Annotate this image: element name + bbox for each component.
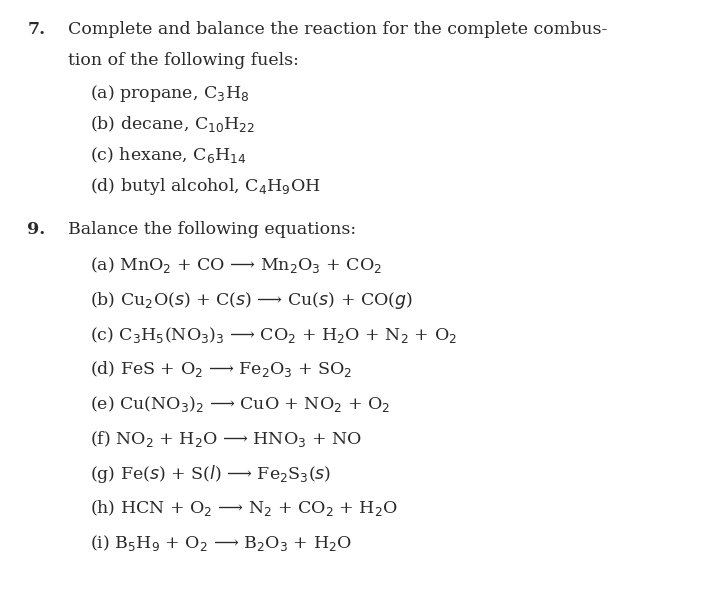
Text: Complete and balance the reaction for the complete combus-: Complete and balance the reaction for th… [68, 21, 607, 38]
Text: tion of the following fuels:: tion of the following fuels: [68, 52, 299, 69]
Text: (h) HCN + O$_2$ ⟶ N$_2$ + CO$_2$ + H$_2$O: (h) HCN + O$_2$ ⟶ N$_2$ + CO$_2$ + H$_2$… [90, 498, 398, 518]
Text: (d) butyl alcohol, C$_4$H$_9$OH: (d) butyl alcohol, C$_4$H$_9$OH [90, 176, 320, 197]
Text: (i) B$_5$H$_9$ + O$_2$ ⟶ B$_2$O$_3$ + H$_2$O: (i) B$_5$H$_9$ + O$_2$ ⟶ B$_2$O$_3$ + H$… [90, 533, 352, 553]
Text: (c) C$_3$H$_5$(NO$_3$)$_3$ ⟶ CO$_2$ + H$_2$O + N$_2$ + O$_2$: (c) C$_3$H$_5$(NO$_3$)$_3$ ⟶ CO$_2$ + H$… [90, 325, 457, 344]
Text: 9.: 9. [27, 221, 45, 237]
Text: (b) Cu$_2$O($s$) + C($s$) ⟶ Cu($s$) + CO($g$): (b) Cu$_2$O($s$) + C($s$) ⟶ Cu($s$) + CO… [90, 290, 413, 311]
Text: 7.: 7. [27, 21, 45, 38]
Text: (g) Fe($s$) + S($l$) ⟶ Fe$_2$S$_3$($s$): (g) Fe($s$) + S($l$) ⟶ Fe$_2$S$_3$($s$) [90, 463, 331, 486]
Text: (e) Cu(NO$_3$)$_2$ ⟶ CuO + NO$_2$ + O$_2$: (e) Cu(NO$_3$)$_2$ ⟶ CuO + NO$_2$ + O$_2… [90, 394, 390, 414]
Text: (a) propane, C$_3$H$_8$: (a) propane, C$_3$H$_8$ [90, 83, 249, 104]
Text: (c) hexane, C$_6$H$_{14}$: (c) hexane, C$_6$H$_{14}$ [90, 145, 246, 165]
Text: (a) MnO$_2$ + CO ⟶ Mn$_2$O$_3$ + CO$_2$: (a) MnO$_2$ + CO ⟶ Mn$_2$O$_3$ + CO$_2$ [90, 255, 382, 275]
Text: (f) NO$_2$ + H$_2$O ⟶ HNO$_3$ + NO: (f) NO$_2$ + H$_2$O ⟶ HNO$_3$ + NO [90, 429, 362, 448]
Text: Balance the following equations:: Balance the following equations: [68, 221, 356, 237]
Text: (d) FeS + O$_2$ ⟶ Fe$_2$O$_3$ + SO$_2$: (d) FeS + O$_2$ ⟶ Fe$_2$O$_3$ + SO$_2$ [90, 359, 353, 379]
Text: (b) decane, C$_{10}$H$_{22}$: (b) decane, C$_{10}$H$_{22}$ [90, 114, 255, 134]
